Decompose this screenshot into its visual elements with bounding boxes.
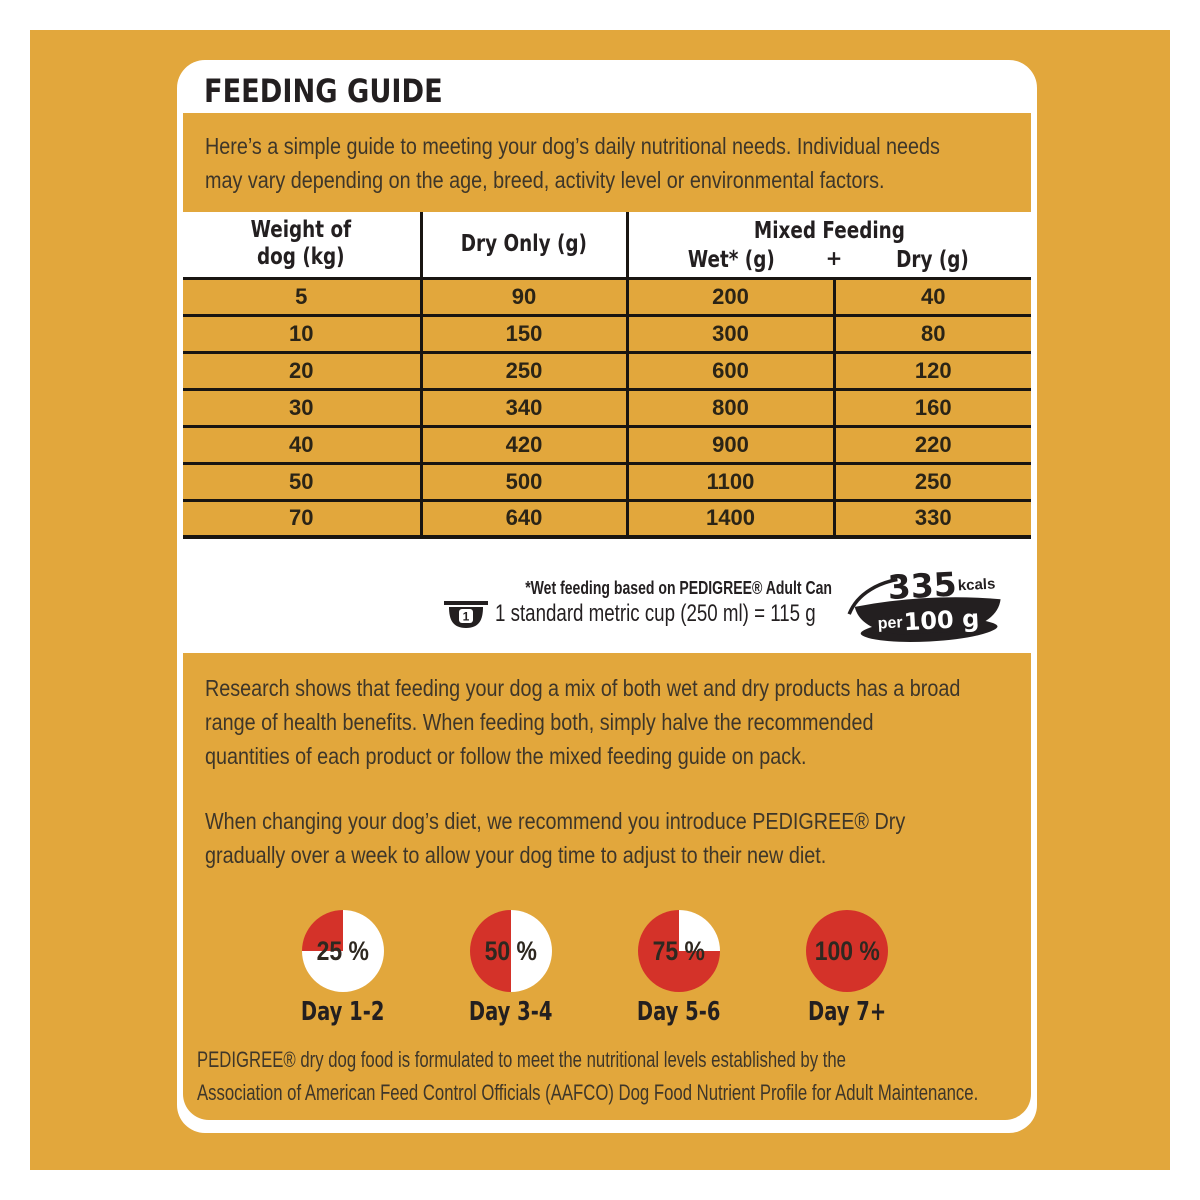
pie-percent-label: 25 % xyxy=(273,936,413,967)
table-cell: 40 xyxy=(183,424,423,463)
kcal-value: 335 xyxy=(887,568,958,607)
wet-feeding-footnote: *Wet feeding based on PEDIGREE® Adult Ca… xyxy=(525,578,832,598)
paragraph-line: Research shows that feeding your dog a m… xyxy=(205,675,961,701)
transition-pie xyxy=(806,910,888,992)
table-cell: 600 xyxy=(627,350,836,389)
header-plus: + xyxy=(825,246,843,270)
table-cell: 1400 xyxy=(627,498,836,539)
pie-percent-text: 100 % xyxy=(814,936,880,966)
table-cell: 220 xyxy=(834,424,1031,463)
table-cell: 20 xyxy=(183,350,423,389)
transition-pie xyxy=(470,910,552,992)
per-value: 100 g xyxy=(903,604,980,636)
table-cell: 420 xyxy=(421,424,629,463)
table-cell: 70 xyxy=(183,498,423,539)
table-row: 70 640 1400 330 xyxy=(183,498,1031,539)
kcal-unit: kcals xyxy=(957,575,995,594)
measuring-cup-icon: 1 xyxy=(444,601,488,628)
table-row: 20 250 600 120 xyxy=(183,350,1031,389)
table-row: 30 340 800 160 xyxy=(183,387,1031,426)
feeding-table: Weight of dog (kg) Dry Only (g) Mixed Fe… xyxy=(183,212,1031,539)
cup-number: 1 xyxy=(463,610,470,624)
table-cell: 330 xyxy=(834,498,1031,539)
header-wet: Wet* (g) xyxy=(627,245,834,278)
day-label-text: Day 3-4 xyxy=(469,997,553,1027)
intro-section: Here’s a simple guide to meeting your do… xyxy=(183,113,1031,212)
paragraph-line: gradually over a week to allow your dog … xyxy=(205,842,827,868)
intro-line: may vary depending on the age, breed, ac… xyxy=(205,167,885,193)
day-label: Day 7+ xyxy=(772,997,922,1027)
pie-percent-text: 50 % xyxy=(484,936,538,966)
header-dry-only: Dry Only (g) xyxy=(421,212,629,278)
intro-line: Here’s a simple guide to meeting your do… xyxy=(205,133,940,159)
mixed-feeding-paragraph: Research shows that feeding your dog a m… xyxy=(205,671,1083,773)
table-cell: 10 xyxy=(183,313,423,352)
header-mixed-feeding: Mixed Feeding xyxy=(627,212,1031,245)
day-label-text: Day 5-6 xyxy=(637,997,721,1027)
day-label: Day 3-4 xyxy=(436,997,586,1027)
table-row: 50 500 1100 250 xyxy=(183,461,1031,500)
pie-percent-label: 75 % xyxy=(609,936,749,967)
table-cell: 150 xyxy=(421,313,629,352)
table-cell: 250 xyxy=(834,461,1031,500)
table-cell: 30 xyxy=(183,387,423,426)
table-cell: 40 xyxy=(834,276,1031,315)
table-cell: 250 xyxy=(421,350,629,389)
pie-percent-text: 25 % xyxy=(316,936,370,966)
table-cell: 160 xyxy=(834,387,1031,426)
table-cell: 80 xyxy=(834,313,1031,352)
transition-paragraph: When changing your dog’s diet, we recomm… xyxy=(205,804,1019,872)
metric-cup-note: 1 standard metric cup (250 ml) = 115 g xyxy=(495,600,816,627)
info-section: Research shows that feeding your dog a m… xyxy=(183,653,1031,1120)
swoosh-line xyxy=(847,577,898,615)
header-dry: Dry (g) xyxy=(834,245,1031,278)
paragraph-line: When changing your dog’s diet, we recomm… xyxy=(205,808,906,834)
table-cell: 120 xyxy=(834,350,1031,389)
table-cell: 800 xyxy=(627,387,836,426)
day-label-text: Day 7+ xyxy=(807,997,887,1027)
day-label-text: Day 1-2 xyxy=(301,997,385,1027)
feeding-table-body: 5 90 200 40 10 150 300 80 20 250 600 120 30 340 800 160… xyxy=(183,276,1031,539)
paragraph-line: PEDIGREE® dry dog food is formulated to … xyxy=(197,1047,846,1072)
table-row: 10 150 300 80 xyxy=(183,313,1031,352)
table-cell: 5 xyxy=(183,276,423,315)
aafco-statement: PEDIGREE® dry dog food is formulated to … xyxy=(197,1043,1200,1109)
pie-percent-label: 50 % xyxy=(441,936,581,967)
feeding-guide-panel: FEEDING GUIDE Here’s a simple guide to m… xyxy=(177,60,1037,1133)
table-cell: 50 xyxy=(183,461,423,500)
per-label: per xyxy=(877,614,903,632)
feeding-table-wrap: Weight of dog (kg) Dry Only (g) Mixed Fe… xyxy=(183,212,1031,539)
day-label: Day 5-6 xyxy=(604,997,754,1027)
pie-percent-text: 75 % xyxy=(652,936,706,966)
table-cell: 340 xyxy=(421,387,629,426)
day-label: Day 1-2 xyxy=(268,997,418,1027)
table-row: 5 90 200 40 xyxy=(183,276,1031,315)
feeding-table-header: Weight of dog (kg) Dry Only (g) Mixed Fe… xyxy=(183,212,1031,278)
table-cell: 300 xyxy=(627,313,836,352)
table-cell: 640 xyxy=(421,498,629,539)
table-cell: 1100 xyxy=(627,461,836,500)
table-cell: 500 xyxy=(421,461,629,500)
table-cell: 200 xyxy=(627,276,836,315)
paragraph-line: Association of American Feed Control Off… xyxy=(197,1080,979,1105)
paragraph-line: range of health benefits. When feeding b… xyxy=(205,709,874,735)
pie-percent-label: 100 % xyxy=(777,936,917,967)
transition-pie xyxy=(638,910,720,992)
header-weight: Weight of dog (kg) xyxy=(183,212,423,278)
table-cell: 900 xyxy=(627,424,836,463)
kcal-bowl-badge: 335 kcals per 100 g xyxy=(847,568,1001,645)
paragraph-line: quantities of each product or follow the… xyxy=(205,743,807,769)
transition-pie xyxy=(302,910,384,992)
bowl-body xyxy=(854,597,1001,635)
table-cell: 90 xyxy=(421,276,629,315)
page-title: FEEDING GUIDE xyxy=(204,72,443,110)
table-row: 40 420 900 220 xyxy=(183,424,1031,463)
